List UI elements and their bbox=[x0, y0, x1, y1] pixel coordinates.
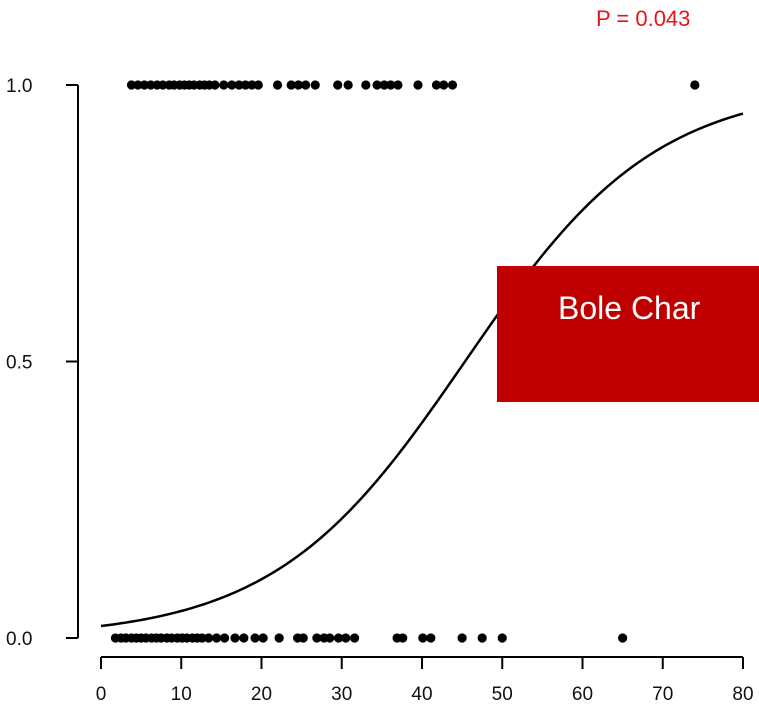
x-ticks: 0 10 20 30 40 50 60 70 80 bbox=[96, 657, 754, 705]
overlay-banner: Bole Char bbox=[497, 266, 759, 402]
data-point bbox=[333, 633, 344, 643]
data-point bbox=[197, 633, 207, 643]
data-point bbox=[341, 633, 351, 643]
data-point bbox=[343, 80, 353, 90]
data-point bbox=[618, 633, 628, 643]
data-point bbox=[126, 80, 137, 90]
data-point bbox=[211, 633, 222, 643]
data-point bbox=[240, 80, 251, 90]
data-point bbox=[386, 80, 396, 90]
data-point bbox=[447, 80, 458, 90]
data-point bbox=[477, 633, 487, 643]
data-point bbox=[133, 80, 143, 90]
data-point bbox=[310, 80, 320, 90]
data-point bbox=[272, 80, 283, 90]
data-point bbox=[230, 633, 240, 643]
y-tick-label: 0.5 bbox=[6, 353, 32, 374]
data-point bbox=[258, 633, 268, 643]
y-tick-label: 0.0 bbox=[6, 629, 32, 650]
data-point bbox=[301, 80, 311, 90]
data-point bbox=[379, 80, 389, 90]
data-point bbox=[298, 633, 308, 643]
data-point bbox=[253, 80, 263, 90]
y-ticks: 0.0 0.5 1.0 bbox=[6, 76, 78, 650]
x-tick-label: 80 bbox=[732, 684, 753, 705]
data-point bbox=[227, 80, 237, 90]
data-point bbox=[312, 633, 322, 643]
data-point bbox=[274, 633, 284, 643]
data-points bbox=[110, 80, 700, 643]
overlay-banner-label: Bole Char bbox=[558, 290, 701, 326]
data-point bbox=[239, 633, 249, 643]
data-point bbox=[439, 80, 449, 90]
data-point bbox=[349, 633, 360, 643]
data-point bbox=[158, 80, 168, 90]
data-point bbox=[372, 80, 382, 90]
x-tick-label: 60 bbox=[572, 684, 593, 705]
data-point bbox=[139, 80, 149, 90]
data-point bbox=[219, 80, 229, 90]
data-point bbox=[426, 633, 436, 643]
x-tick-label: 20 bbox=[251, 684, 272, 705]
x-tick-label: 30 bbox=[331, 684, 352, 705]
fitted-logistic-curve bbox=[100, 112, 744, 628]
x-tick-label: 50 bbox=[492, 684, 513, 705]
data-point bbox=[234, 80, 244, 90]
data-point bbox=[293, 80, 304, 90]
data-point bbox=[393, 80, 403, 90]
data-point bbox=[431, 80, 442, 90]
data-point bbox=[250, 633, 260, 643]
data-point bbox=[333, 80, 343, 90]
data-point bbox=[398, 633, 408, 643]
p-value-label: P = 0.043 bbox=[596, 6, 691, 31]
x-tick-label: 70 bbox=[652, 684, 673, 705]
data-point bbox=[325, 633, 335, 643]
data-point bbox=[361, 80, 371, 90]
data-point bbox=[286, 80, 296, 90]
data-point bbox=[418, 633, 428, 643]
data-point bbox=[247, 80, 257, 90]
axes: 0.0 0.5 1.0 0 10 20 30 40 50 60 70 80 bbox=[6, 76, 754, 705]
data-point bbox=[497, 633, 507, 643]
data-point bbox=[146, 80, 156, 90]
data-point bbox=[219, 633, 230, 643]
data-point bbox=[457, 633, 467, 643]
data-point bbox=[203, 633, 214, 643]
data-point bbox=[210, 80, 220, 90]
x-tick-label: 0 bbox=[96, 684, 107, 705]
y-tick-label: 1.0 bbox=[6, 76, 32, 97]
x-tick-label: 40 bbox=[411, 684, 432, 705]
x-tick-label: 10 bbox=[171, 684, 192, 705]
data-point bbox=[690, 80, 700, 90]
data-point bbox=[413, 80, 423, 90]
